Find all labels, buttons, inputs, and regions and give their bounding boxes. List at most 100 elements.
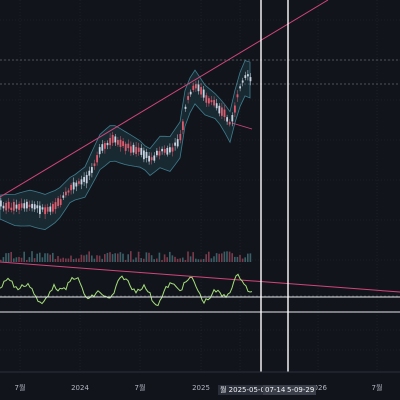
candle <box>0 200 2 207</box>
candle <box>169 147 171 153</box>
candle <box>59 199 62 205</box>
volume-bar <box>28 257 31 262</box>
date-marker-label-3[interactable]: 5-09-29 <box>285 385 317 395</box>
candle <box>114 136 117 143</box>
volume-bar <box>109 252 111 262</box>
candle <box>49 206 52 212</box>
volume-bar <box>213 256 215 262</box>
candle <box>221 107 223 116</box>
candle <box>171 147 174 152</box>
volume-bar <box>247 253 249 262</box>
volume-bar <box>39 252 41 262</box>
volume-bar <box>189 256 192 262</box>
volume-bar <box>15 257 18 262</box>
volume-bar <box>124 259 127 262</box>
candle <box>46 207 49 212</box>
trend-line-upper[interactable] <box>0 0 329 198</box>
volume-bar <box>75 258 77 262</box>
date-marker-label-2[interactable]: 07-14 <box>263 385 288 395</box>
volume-bar <box>10 251 12 262</box>
oscillator-line <box>0 273 253 307</box>
candle <box>213 99 215 106</box>
candle <box>135 146 137 154</box>
candle <box>161 148 163 152</box>
volume-bar <box>169 251 171 262</box>
volume-bar <box>70 255 72 262</box>
candle <box>200 87 202 95</box>
candle <box>197 84 200 92</box>
volume-bar <box>49 254 51 262</box>
candle <box>31 203 33 209</box>
volume-bar <box>205 254 207 262</box>
volume-bar <box>23 251 25 262</box>
volume-bar <box>114 253 116 262</box>
x-axis-label-jul-2026: 7월 <box>371 384 383 392</box>
candle <box>127 143 130 149</box>
candle <box>41 207 44 210</box>
candle <box>13 202 15 211</box>
candle <box>166 147 169 155</box>
candle <box>2 205 5 209</box>
candle <box>241 80 244 83</box>
trend-line-lower[interactable] <box>0 261 400 293</box>
volume-bar <box>72 259 75 262</box>
volume-bar <box>85 254 88 262</box>
candle <box>231 115 234 122</box>
chart-grid <box>0 0 400 372</box>
volume-bar <box>101 258 103 262</box>
volume-bar <box>166 257 168 262</box>
volume-bar <box>104 254 106 262</box>
volume-bar <box>210 258 213 262</box>
date-marker-label-1[interactable]: 월 2025-05-05 <box>218 385 272 395</box>
candle <box>28 204 31 208</box>
candle <box>36 205 39 209</box>
candle <box>137 147 140 152</box>
volume-bar <box>117 253 119 262</box>
volume-bar <box>46 253 49 262</box>
volume-bar <box>239 254 241 262</box>
candle <box>215 103 218 109</box>
candle <box>143 150 145 160</box>
volume-bar <box>2 257 5 262</box>
volume-bar <box>197 259 200 262</box>
candle <box>10 207 13 211</box>
volume-bar <box>176 258 179 262</box>
candle <box>54 202 57 210</box>
candle <box>117 139 119 145</box>
volume-bar <box>93 258 96 262</box>
candle <box>57 198 59 207</box>
candle <box>7 201 10 209</box>
candle <box>208 98 210 104</box>
candle <box>153 155 156 161</box>
volume-bar <box>234 256 236 262</box>
volume-bar <box>218 253 220 262</box>
candle <box>18 203 20 210</box>
volume-bar <box>41 257 44 262</box>
candle <box>236 94 239 98</box>
candle <box>223 109 226 118</box>
volume-bar <box>26 259 28 262</box>
trend-line-small[interactable] <box>231 122 253 130</box>
candle <box>65 191 67 196</box>
volume-bar <box>33 258 36 262</box>
candle <box>106 142 109 146</box>
candle <box>91 167 93 173</box>
candle <box>163 148 166 153</box>
volume-bar <box>135 257 137 262</box>
volume-bar <box>148 252 150 262</box>
candle <box>96 155 98 163</box>
candle <box>158 151 161 156</box>
x-axis-label-2024: 2024 <box>71 384 89 392</box>
candle <box>195 84 197 89</box>
volume-bar <box>13 258 15 262</box>
candle <box>174 142 176 146</box>
candle <box>234 105 236 113</box>
candle <box>179 133 182 141</box>
volume-bar <box>156 258 158 262</box>
volume-bar <box>221 253 223 262</box>
volume-bar <box>132 259 135 262</box>
candle <box>202 89 205 98</box>
candle <box>122 141 124 147</box>
volume-bar <box>195 258 197 262</box>
